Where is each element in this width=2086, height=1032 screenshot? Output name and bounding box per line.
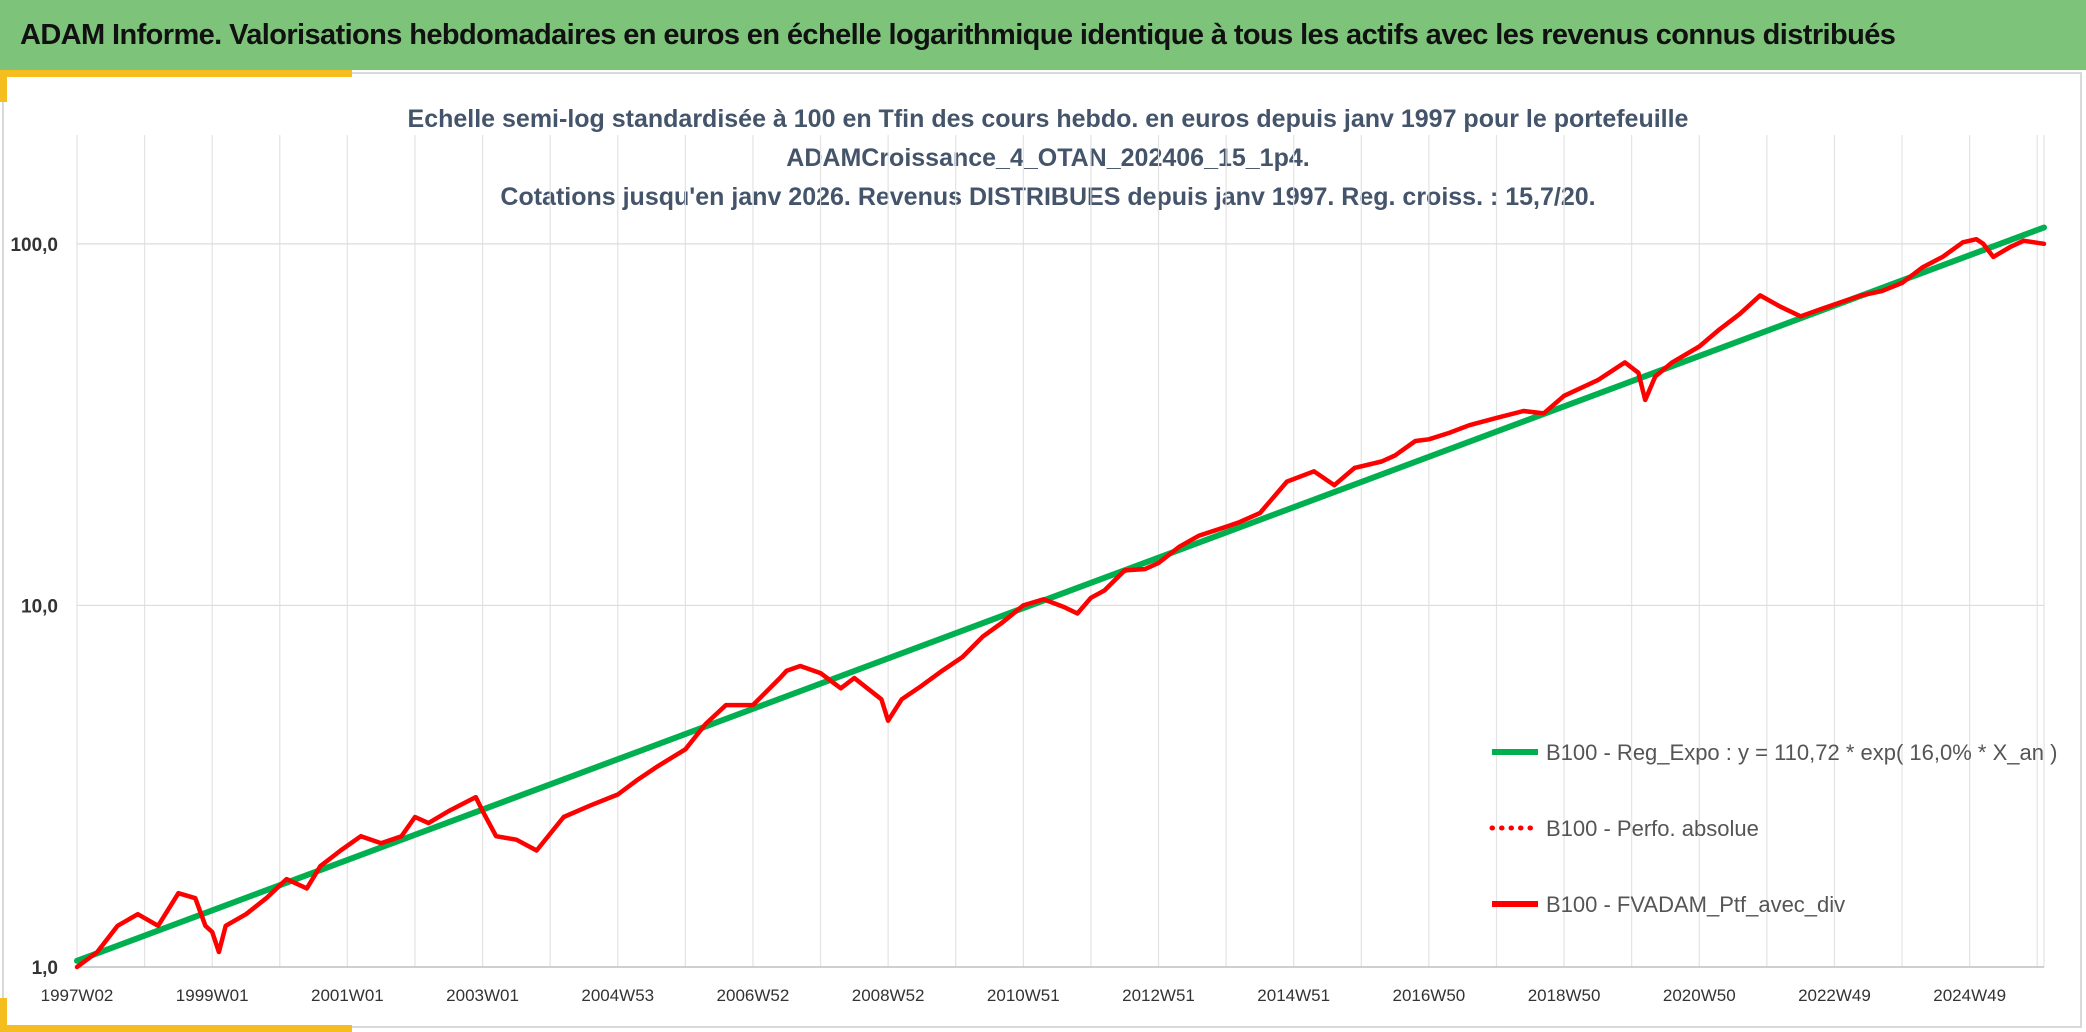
top-banner: ADAM Informe. Valorisations hebdomadaire… [0, 0, 2086, 70]
chart-title-line-1: Echelle semi-log standardisée à 100 en T… [408, 105, 1689, 133]
chart-title: Echelle semi-log standardisée à 100 en T… [408, 105, 1689, 211]
x-tick-label: 2018W50 [1528, 986, 1601, 1005]
y-tick-label: 1,0 [32, 958, 58, 979]
x-tick-label: 2014W51 [1257, 986, 1330, 1005]
x-tick-label: 2004W53 [581, 986, 654, 1005]
x-tick-label: 1999W01 [176, 986, 249, 1005]
legend-label: B100 - FVADAM_Ptf_avec_div [1546, 892, 1845, 917]
x-tick-label: 2024W49 [1933, 986, 2006, 1005]
x-tick-label: 2008W52 [852, 986, 925, 1005]
grid [76, 135, 2045, 968]
banner-title: ADAM Informe. Valorisations hebdomadaire… [20, 18, 1896, 51]
legend: B100 - Reg_Expo : y = 110,72 * exp( 16,0… [1489, 740, 2057, 917]
x-tick-label: 2003W01 [446, 986, 519, 1005]
y-tick-label: 100,0 [10, 235, 58, 256]
x-tick-label: 2001W01 [311, 986, 384, 1005]
chart-title-line-3: Cotations jusqu'en janv 2026. Revenus DI… [500, 183, 1595, 211]
accent-bar-bottom-vertical [0, 998, 7, 1032]
chart-title-line-2: ADAMCroissance_4_OTAN_202406_15_1p4. [786, 144, 1309, 172]
series-line-1 [74, 224, 2047, 964]
y-axis-ticks: 1,0 10,0 100,0 [10, 235, 58, 979]
plot-series [74, 224, 2047, 970]
x-tick-label: 2022W49 [1798, 986, 1871, 1005]
accent-bar-bottom-horizontal [0, 1025, 352, 1032]
legend-label: B100 - Reg_Expo : y = 110,72 * exp( 16,0… [1546, 740, 2057, 765]
y-tick-label: 10,0 [21, 596, 58, 617]
x-tick-label: 1997W02 [41, 986, 114, 1005]
accent-bar-top-vertical [0, 70, 7, 102]
x-tick-label: 2006W52 [717, 986, 790, 1005]
series-line-3 [74, 236, 2047, 970]
legend-label: B100 - Perfo. absolue [1546, 816, 1759, 841]
x-axis-ticks: 1997W02 1999W01 2001W01 2003W01 2004W53 2006W… [41, 986, 2006, 1005]
x-tick-label: 2020W50 [1663, 986, 1736, 1005]
x-tick-label: 2012W51 [1122, 986, 1195, 1005]
x-tick-label: 2016W50 [1392, 986, 1465, 1005]
x-tick-label: 2010W51 [987, 986, 1060, 1005]
accent-bar-top-horizontal [0, 70, 352, 77]
chart-frame [2, 72, 2082, 1028]
